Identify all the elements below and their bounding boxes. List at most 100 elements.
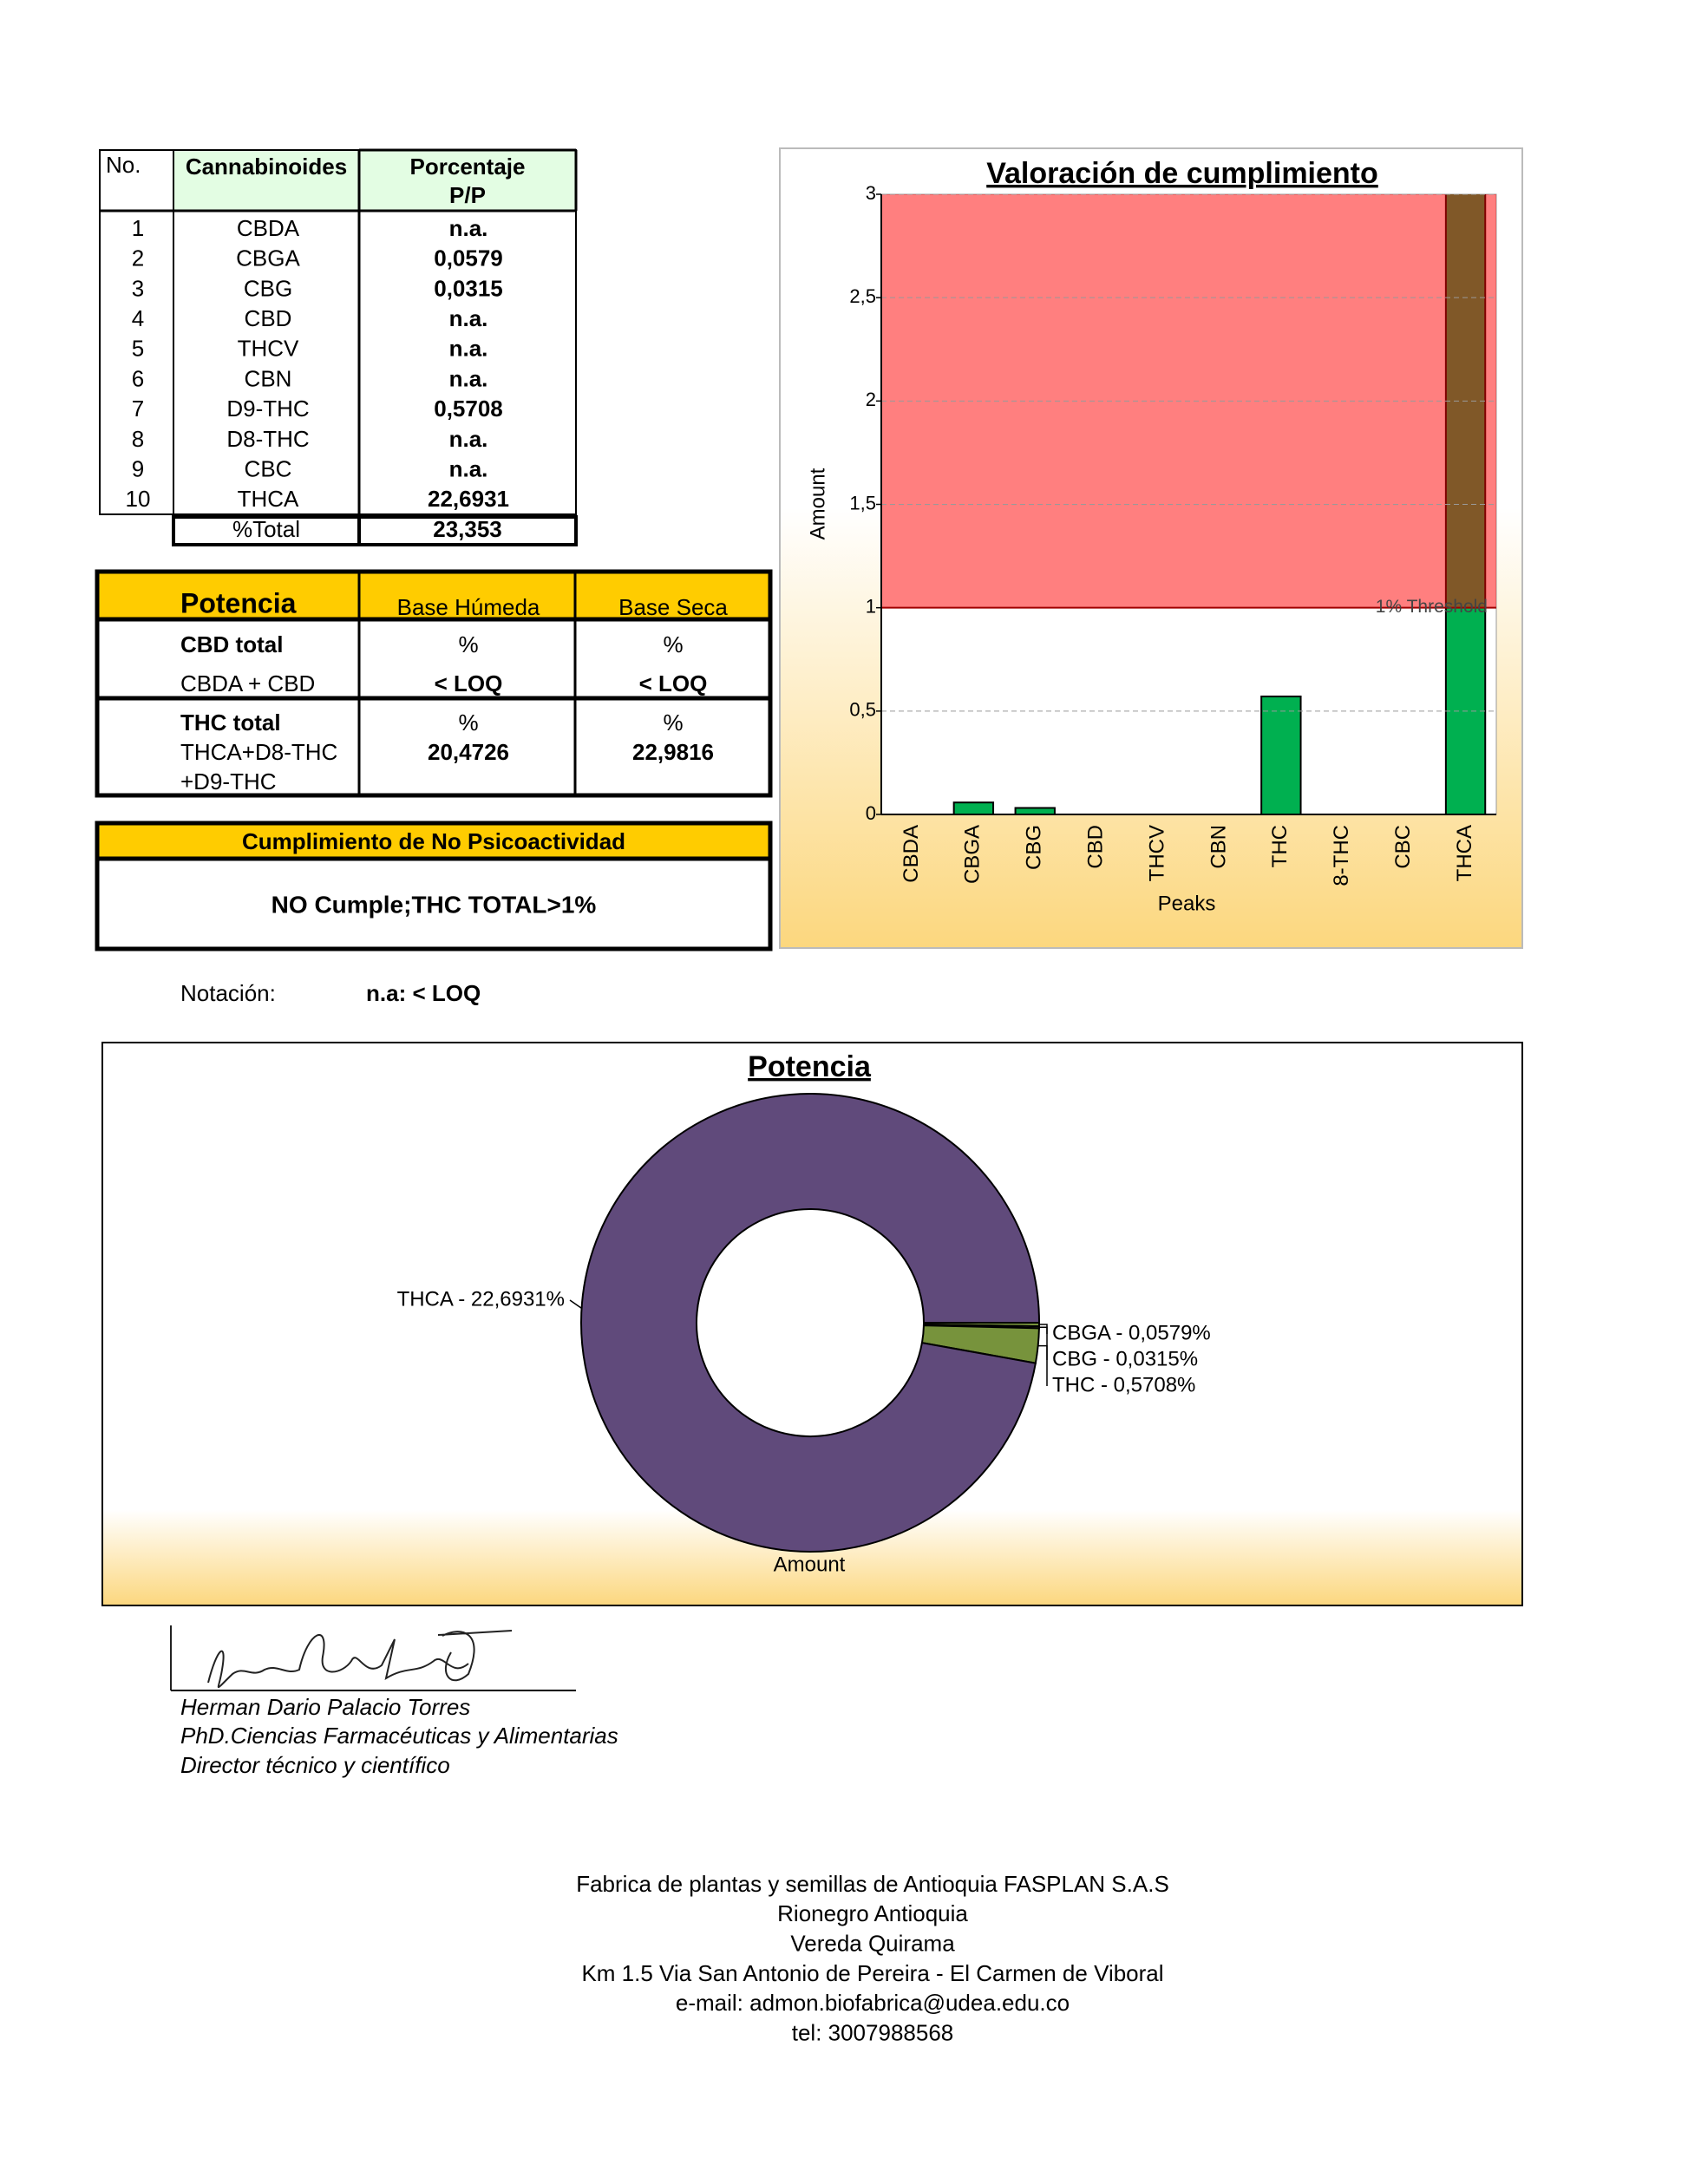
x-tick-label: CBD bbox=[1083, 825, 1107, 869]
potencia-frame bbox=[95, 569, 773, 798]
unit: % bbox=[663, 709, 683, 736]
percentage: n.a. bbox=[449, 215, 488, 241]
x-tick-label: THCV bbox=[1145, 825, 1168, 881]
row-number: 9 bbox=[132, 455, 144, 481]
x-tick-label: CBDA bbox=[900, 825, 923, 883]
row-number: 7 bbox=[132, 396, 144, 422]
total-cell bbox=[357, 515, 578, 546]
pie-slice bbox=[580, 1093, 1041, 1553]
row-number: 2 bbox=[132, 245, 144, 271]
percentage: n.a. bbox=[449, 336, 488, 362]
chart-title: Valoración de cumplimiento bbox=[986, 157, 1378, 190]
chart-title: Potencia bbox=[748, 1050, 872, 1083]
cannabinoid: THCV bbox=[238, 336, 299, 362]
footer-line: Rionegro Antioquia bbox=[777, 1900, 968, 1926]
footer-line: Vereda Quirama bbox=[790, 1930, 955, 1956]
x-tick-label: CBN bbox=[1207, 825, 1230, 869]
unit: % bbox=[663, 631, 683, 657]
y-axis-label: Amount bbox=[806, 468, 829, 539]
row-number: 3 bbox=[132, 275, 144, 301]
header-cell: P/P bbox=[449, 182, 486, 208]
cannabinoid: D9-THC bbox=[226, 396, 309, 422]
y-tick-label: 1,5 bbox=[849, 492, 876, 513]
row-number: 4 bbox=[132, 305, 144, 331]
total-value: 23,353 bbox=[433, 516, 502, 542]
cannabinoid: THCA bbox=[238, 486, 299, 512]
footer-line: Fabrica de plantas y semillas de Antioqu… bbox=[576, 1871, 1169, 1897]
y-tick-label: 3 bbox=[866, 182, 876, 204]
row-label: THC total bbox=[180, 709, 281, 736]
column-header: Base Seca bbox=[618, 594, 728, 620]
percentage: 0,0315 bbox=[434, 275, 503, 301]
potencia-title: Potencia bbox=[180, 587, 297, 618]
x-tick-label: CBG bbox=[1023, 825, 1046, 870]
cannabinoid: CBG bbox=[244, 275, 292, 301]
y-tick-label: 1 bbox=[866, 595, 876, 617]
cannabinoid: CBN bbox=[245, 365, 292, 391]
data-label: CBGA - 0,0579% bbox=[1052, 1321, 1211, 1344]
cannabinoid: CBD bbox=[245, 305, 292, 331]
percentage: n.a. bbox=[449, 455, 488, 481]
percentage: 22,6931 bbox=[428, 486, 509, 512]
x-tick-label: CBGA bbox=[961, 825, 985, 884]
threshold-label: 1% Threshold bbox=[1376, 597, 1488, 617]
cumplimiento-header-bg bbox=[97, 823, 770, 859]
signer-degree: PhD.Ciencias Farmacéuticas y Alimentaria… bbox=[180, 1723, 618, 1749]
header-cell: No. bbox=[106, 152, 141, 178]
bar bbox=[1014, 807, 1056, 814]
cumplimiento-frame bbox=[95, 821, 773, 951]
row-sublabel: CBDA + CBD bbox=[180, 670, 315, 696]
data-label: CBG - 0,0315% bbox=[1052, 1347, 1198, 1370]
data-label: THCA - 22,6931% bbox=[397, 1287, 565, 1311]
header-cell: Cannabinoides bbox=[186, 154, 347, 180]
footer-line: e-mail: admon.biofabrica@udea.edu.co bbox=[676, 1990, 1070, 2016]
y-tick-label: 0,5 bbox=[849, 699, 876, 721]
bar bbox=[952, 801, 995, 814]
value: < LOQ bbox=[435, 670, 503, 696]
data-label: THC - 0,5708% bbox=[1052, 1373, 1195, 1396]
footer-line: tel: 3007988568 bbox=[792, 2019, 954, 2045]
x-tick-label: 8-THC bbox=[1330, 825, 1353, 886]
cannabinoid: CBGA bbox=[236, 245, 300, 271]
row-number: 5 bbox=[132, 336, 144, 362]
signer-role: Director técnico y científico bbox=[180, 1752, 450, 1778]
cannabinoid: CBC bbox=[245, 455, 292, 481]
cumplimiento-text: NO Cumple;THC TOTAL>1% bbox=[272, 891, 597, 918]
x-axis-label: Peaks bbox=[1158, 892, 1216, 915]
y-tick-label: 0 bbox=[866, 802, 876, 824]
unit: % bbox=[458, 631, 478, 657]
x-tick-label: CBC bbox=[1391, 825, 1415, 869]
header-cell-bg bbox=[173, 150, 576, 211]
row-number: 8 bbox=[132, 426, 144, 452]
total-label: %Total bbox=[232, 516, 300, 542]
percentage: 0,0579 bbox=[434, 245, 503, 271]
potencia-header-bg bbox=[97, 572, 770, 619]
unit: % bbox=[458, 709, 478, 736]
axis-label: Amount bbox=[774, 1553, 846, 1576]
signature-scribble bbox=[170, 1625, 513, 1690]
notation-text: n.a: < LOQ bbox=[366, 980, 481, 1006]
value: < LOQ bbox=[639, 670, 708, 696]
y-tick-label: 2,5 bbox=[849, 285, 876, 307]
y-tick-label: 2 bbox=[866, 389, 876, 410]
column-header: Base Húmeda bbox=[397, 594, 540, 620]
percentage: n.a. bbox=[449, 305, 488, 331]
percentage: n.a. bbox=[449, 365, 488, 391]
row-sublabel: +D9-THC bbox=[180, 768, 277, 794]
signer-name: Herman Dario Palacio Torres bbox=[180, 1694, 470, 1720]
leader-line bbox=[569, 1299, 582, 1310]
row-number: 1 bbox=[132, 215, 144, 241]
row-number: 10 bbox=[126, 486, 151, 512]
header-cell: Porcentaje bbox=[410, 154, 526, 180]
notation-label: Notación: bbox=[180, 980, 276, 1006]
row-label: CBD total bbox=[180, 631, 283, 657]
x-tick-label: THCA bbox=[1453, 825, 1476, 881]
cumplimiento-title: Cumplimiento de No Psicoactividad bbox=[242, 828, 625, 854]
percentage: n.a. bbox=[449, 426, 488, 452]
cannabinoid: CBDA bbox=[237, 215, 300, 241]
x-tick-label: THC bbox=[1268, 825, 1292, 867]
cannabinoid: D8-THC bbox=[226, 426, 309, 452]
footer-line: Km 1.5 Via San Antonio de Pereira - El C… bbox=[581, 1960, 1163, 1986]
